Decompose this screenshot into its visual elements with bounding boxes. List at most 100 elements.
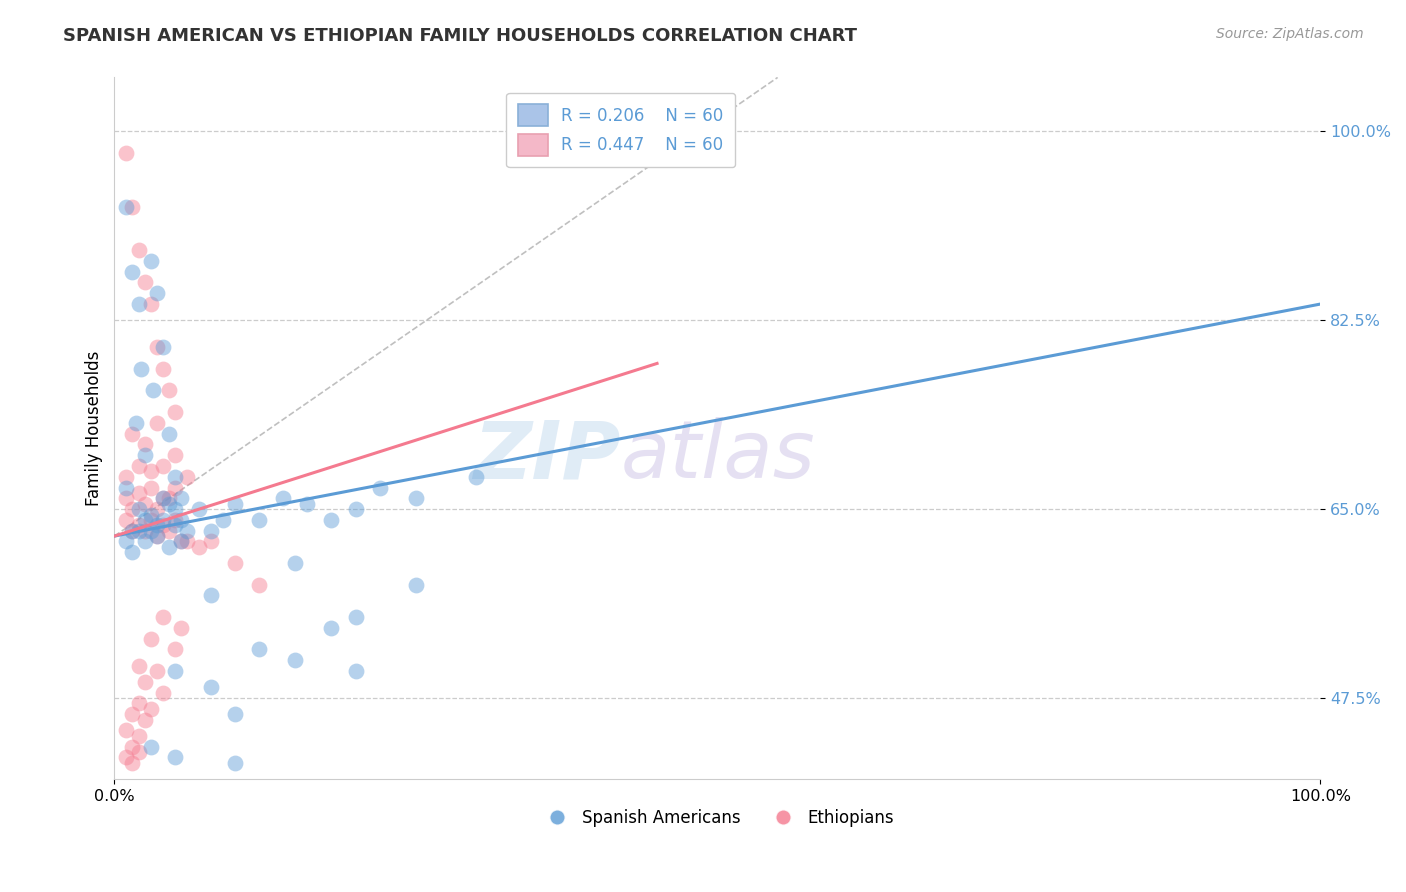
Point <box>152 518 174 533</box>
Point <box>134 448 156 462</box>
Point <box>247 642 270 657</box>
Point <box>121 739 143 754</box>
Point <box>152 513 174 527</box>
Point <box>170 491 193 506</box>
Point <box>115 513 138 527</box>
Point <box>465 469 488 483</box>
Point <box>152 610 174 624</box>
Point <box>163 750 186 764</box>
Point <box>157 491 180 506</box>
Point <box>129 361 152 376</box>
Point <box>115 723 138 738</box>
Point <box>121 524 143 538</box>
Point <box>145 340 167 354</box>
Point <box>224 556 246 570</box>
Point <box>121 200 143 214</box>
Point <box>139 253 162 268</box>
Point <box>115 200 138 214</box>
Point <box>344 664 367 678</box>
Legend: Spanish Americans, Ethiopians: Spanish Americans, Ethiopians <box>534 803 901 834</box>
Point <box>170 534 193 549</box>
Point <box>200 589 222 603</box>
Point <box>163 469 186 483</box>
Point <box>321 621 343 635</box>
Point <box>128 486 150 500</box>
Point <box>145 518 167 533</box>
Point <box>128 658 150 673</box>
Point <box>115 750 138 764</box>
Point <box>139 524 162 538</box>
Point <box>139 508 162 522</box>
Point <box>284 556 307 570</box>
Point <box>212 513 235 527</box>
Point <box>115 146 138 161</box>
Point <box>157 524 180 538</box>
Point <box>115 491 138 506</box>
Point <box>134 497 156 511</box>
Point <box>163 642 186 657</box>
Point <box>145 286 167 301</box>
Point <box>115 469 138 483</box>
Point <box>121 426 143 441</box>
Point <box>128 697 150 711</box>
Point <box>152 458 174 473</box>
Point <box>152 685 174 699</box>
Point <box>145 502 167 516</box>
Point <box>157 384 180 398</box>
Point <box>344 610 367 624</box>
Point <box>128 745 150 759</box>
Point <box>121 265 143 279</box>
Point <box>157 426 180 441</box>
Point <box>145 664 167 678</box>
Point <box>247 513 270 527</box>
Point <box>271 491 294 506</box>
Point <box>405 577 427 591</box>
Point <box>152 361 174 376</box>
Point <box>200 524 222 538</box>
Point <box>200 680 222 694</box>
Point <box>152 491 174 506</box>
Point <box>115 481 138 495</box>
Point <box>121 756 143 770</box>
Point <box>163 448 186 462</box>
Point <box>247 577 270 591</box>
Point <box>163 481 186 495</box>
Point <box>139 702 162 716</box>
Point <box>224 756 246 770</box>
Point <box>139 464 162 478</box>
Y-axis label: Family Households: Family Households <box>86 351 103 506</box>
Point <box>145 529 167 543</box>
Point <box>170 621 193 635</box>
Point <box>115 534 138 549</box>
Point <box>139 481 162 495</box>
Point <box>139 739 162 754</box>
Point <box>152 491 174 506</box>
Point <box>224 497 246 511</box>
Point <box>128 243 150 257</box>
Point <box>163 513 186 527</box>
Point <box>121 707 143 722</box>
Point <box>134 674 156 689</box>
Point <box>134 276 156 290</box>
Point <box>142 384 165 398</box>
Point <box>128 502 150 516</box>
Point <box>134 713 156 727</box>
Point <box>157 540 180 554</box>
Point <box>145 416 167 430</box>
Point <box>157 497 180 511</box>
Point <box>128 297 150 311</box>
Point <box>134 524 156 538</box>
Point <box>134 513 156 527</box>
Point <box>163 664 186 678</box>
Point <box>134 437 156 451</box>
Point <box>224 707 246 722</box>
Point <box>321 513 343 527</box>
Point <box>139 297 162 311</box>
Point <box>163 518 186 533</box>
Point <box>344 502 367 516</box>
Point <box>125 416 148 430</box>
Point <box>284 653 307 667</box>
Point <box>128 518 150 533</box>
Point <box>187 540 209 554</box>
Point <box>128 458 150 473</box>
